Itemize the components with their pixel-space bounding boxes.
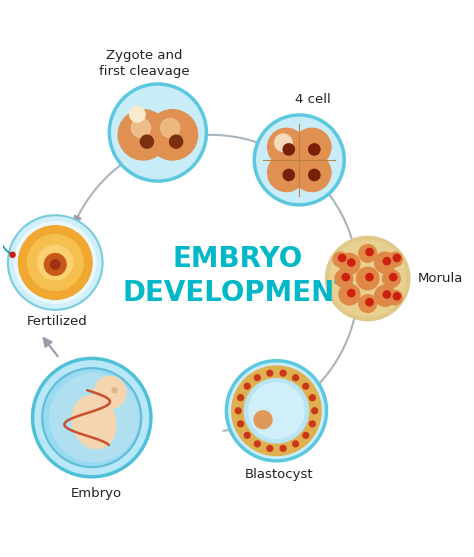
- Circle shape: [50, 374, 138, 462]
- Circle shape: [232, 366, 321, 456]
- Circle shape: [268, 128, 305, 166]
- Circle shape: [249, 383, 304, 438]
- Text: EMBRYO
DEVELOPMENT: EMBRYO DEVELOPMENT: [122, 246, 353, 307]
- Circle shape: [254, 411, 272, 429]
- Text: Morula: Morula: [418, 272, 463, 285]
- Circle shape: [140, 135, 154, 148]
- Circle shape: [335, 270, 353, 287]
- Text: Zygote and
first cleavage: Zygote and first cleavage: [99, 50, 190, 79]
- Circle shape: [255, 115, 344, 205]
- Circle shape: [255, 375, 260, 380]
- Circle shape: [244, 432, 250, 438]
- Circle shape: [51, 260, 60, 269]
- Circle shape: [244, 383, 250, 389]
- Circle shape: [303, 432, 309, 438]
- Circle shape: [267, 446, 273, 451]
- Circle shape: [274, 134, 292, 152]
- Circle shape: [347, 259, 355, 266]
- Circle shape: [38, 245, 73, 280]
- Circle shape: [366, 248, 373, 256]
- Circle shape: [283, 169, 294, 180]
- Circle shape: [112, 388, 117, 393]
- Circle shape: [339, 253, 360, 275]
- Circle shape: [347, 290, 355, 297]
- Circle shape: [268, 154, 305, 192]
- Circle shape: [338, 255, 346, 262]
- Text: Fertilized: Fertilized: [27, 315, 88, 328]
- Circle shape: [292, 375, 299, 380]
- Circle shape: [33, 358, 151, 477]
- Circle shape: [27, 234, 83, 290]
- Circle shape: [356, 267, 379, 290]
- Circle shape: [255, 441, 260, 447]
- Circle shape: [303, 383, 309, 389]
- Circle shape: [312, 408, 318, 414]
- Circle shape: [309, 144, 320, 155]
- Text: 4 cell: 4 cell: [295, 92, 331, 106]
- Circle shape: [393, 292, 401, 300]
- Circle shape: [109, 84, 206, 181]
- Circle shape: [15, 222, 96, 303]
- Circle shape: [374, 252, 395, 273]
- Circle shape: [359, 295, 376, 312]
- Circle shape: [94, 377, 126, 409]
- Circle shape: [118, 110, 168, 160]
- Circle shape: [227, 361, 327, 461]
- Circle shape: [390, 273, 397, 281]
- Circle shape: [280, 370, 286, 376]
- Circle shape: [280, 446, 286, 451]
- Circle shape: [244, 379, 309, 443]
- Circle shape: [329, 241, 406, 316]
- Circle shape: [45, 253, 66, 275]
- Circle shape: [383, 270, 400, 287]
- Circle shape: [388, 290, 402, 305]
- Circle shape: [339, 284, 360, 305]
- Circle shape: [383, 291, 391, 298]
- Circle shape: [283, 144, 294, 155]
- Circle shape: [374, 285, 395, 306]
- Ellipse shape: [72, 395, 116, 449]
- Circle shape: [310, 421, 315, 427]
- Circle shape: [161, 119, 180, 138]
- Circle shape: [237, 421, 244, 427]
- Circle shape: [388, 252, 402, 267]
- Circle shape: [292, 441, 299, 447]
- Circle shape: [326, 236, 410, 321]
- Circle shape: [359, 245, 376, 262]
- Circle shape: [309, 169, 320, 180]
- Circle shape: [383, 257, 391, 265]
- Circle shape: [393, 255, 401, 262]
- Circle shape: [129, 106, 145, 122]
- Circle shape: [131, 119, 151, 138]
- Circle shape: [310, 395, 315, 400]
- Circle shape: [18, 226, 92, 299]
- Text: Blastocyst: Blastocyst: [245, 468, 313, 481]
- Circle shape: [293, 154, 331, 192]
- Circle shape: [147, 110, 198, 160]
- Circle shape: [366, 273, 373, 281]
- Circle shape: [235, 408, 241, 414]
- Circle shape: [267, 370, 273, 376]
- Circle shape: [42, 368, 141, 467]
- Circle shape: [333, 252, 347, 267]
- Circle shape: [276, 135, 292, 152]
- Circle shape: [342, 273, 349, 281]
- Circle shape: [8, 215, 102, 310]
- Circle shape: [10, 252, 15, 257]
- Text: Embryo: Embryo: [71, 486, 122, 500]
- Circle shape: [293, 128, 331, 166]
- Circle shape: [170, 135, 182, 148]
- Circle shape: [237, 395, 244, 400]
- Circle shape: [366, 299, 373, 306]
